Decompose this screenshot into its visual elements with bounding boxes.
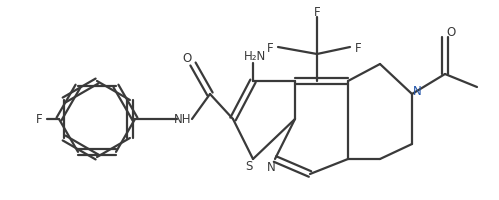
Text: F: F <box>355 41 361 54</box>
Text: F: F <box>36 113 42 126</box>
Text: N: N <box>413 85 421 98</box>
Text: F: F <box>314 5 320 18</box>
Text: N: N <box>266 161 275 174</box>
Text: O: O <box>447 25 456 38</box>
Text: H₂N: H₂N <box>244 49 266 62</box>
Text: S: S <box>246 160 252 173</box>
Text: O: O <box>182 51 192 64</box>
Text: NH: NH <box>174 113 192 126</box>
Text: F: F <box>266 41 273 54</box>
